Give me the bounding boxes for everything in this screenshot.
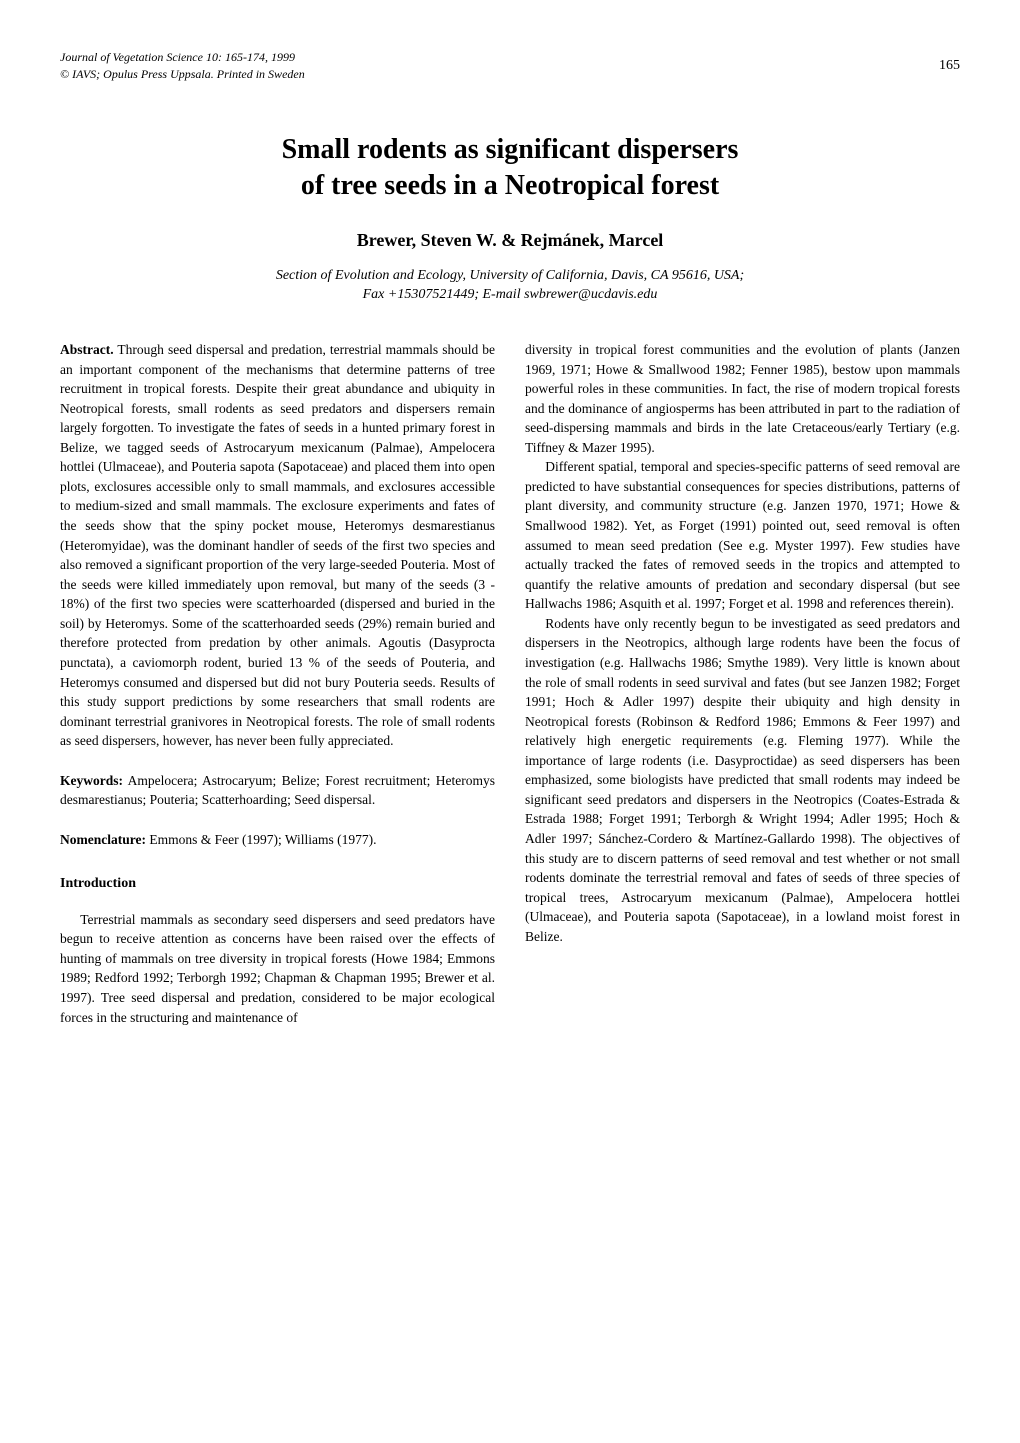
- nomenclature-label: Nomenclature:: [60, 832, 146, 847]
- keywords-block: Keywords: Ampelocera; Astrocaryum; Beliz…: [60, 771, 495, 810]
- journal-header: Journal of Vegetation Science 10: 165-17…: [60, 50, 960, 82]
- right-column: diversity in tropical forest communities…: [525, 340, 960, 1027]
- journal-line-2: © IAVS; Opulus Press Uppsala. Printed in…: [60, 67, 960, 82]
- intro-para-3-text: Rodents have only recently begun to be i…: [525, 616, 960, 944]
- two-column-layout: Abstract. Through seed dispersal and pre…: [60, 340, 960, 1027]
- abstract-text: Through seed dispersal and predation, te…: [60, 342, 495, 748]
- intro-para-2-text: Different spatial, temporal and species-…: [525, 459, 960, 611]
- introduction-heading: Introduction: [60, 874, 495, 894]
- affiliation-1: Section of Evolution and Ecology, Univer…: [60, 266, 960, 286]
- intro-para-1: Terrestrial mammals as secondary seed di…: [60, 910, 495, 1027]
- intro-para-2: Different spatial, temporal and species-…: [525, 457, 960, 614]
- nomenclature-text: Emmons & Feer (1997); Williams (1977).: [149, 832, 376, 847]
- affiliation-2: Fax +15307521449; E-mail swbrewer@ucdavi…: [60, 285, 960, 305]
- nomenclature-block: Nomenclature: Emmons & Feer (1997); Will…: [60, 830, 495, 850]
- abstract-label: Abstract.: [60, 342, 114, 357]
- intro-para-3: Rodents have only recently begun to be i…: [525, 614, 960, 947]
- keywords-label: Keywords:: [60, 773, 123, 788]
- title-block: Small rodents as significant dispersers …: [60, 132, 960, 305]
- article-title-1: Small rodents as significant dispersers: [60, 132, 960, 168]
- intro-para-1-cont: diversity in tropical forest communities…: [525, 340, 960, 457]
- authors: Brewer, Steven W. & Rejmánek, Marcel: [60, 230, 960, 251]
- page-number: 165: [939, 58, 960, 74]
- abstract-block: Abstract. Through seed dispersal and pre…: [60, 340, 495, 751]
- left-column: Abstract. Through seed dispersal and pre…: [60, 340, 495, 1027]
- article-title-2: of tree seeds in a Neotropical forest: [60, 168, 960, 204]
- keywords-text: Ampelocera; Astrocaryum; Belize; Forest …: [60, 773, 495, 808]
- journal-line-1: Journal of Vegetation Science 10: 165-17…: [60, 50, 960, 65]
